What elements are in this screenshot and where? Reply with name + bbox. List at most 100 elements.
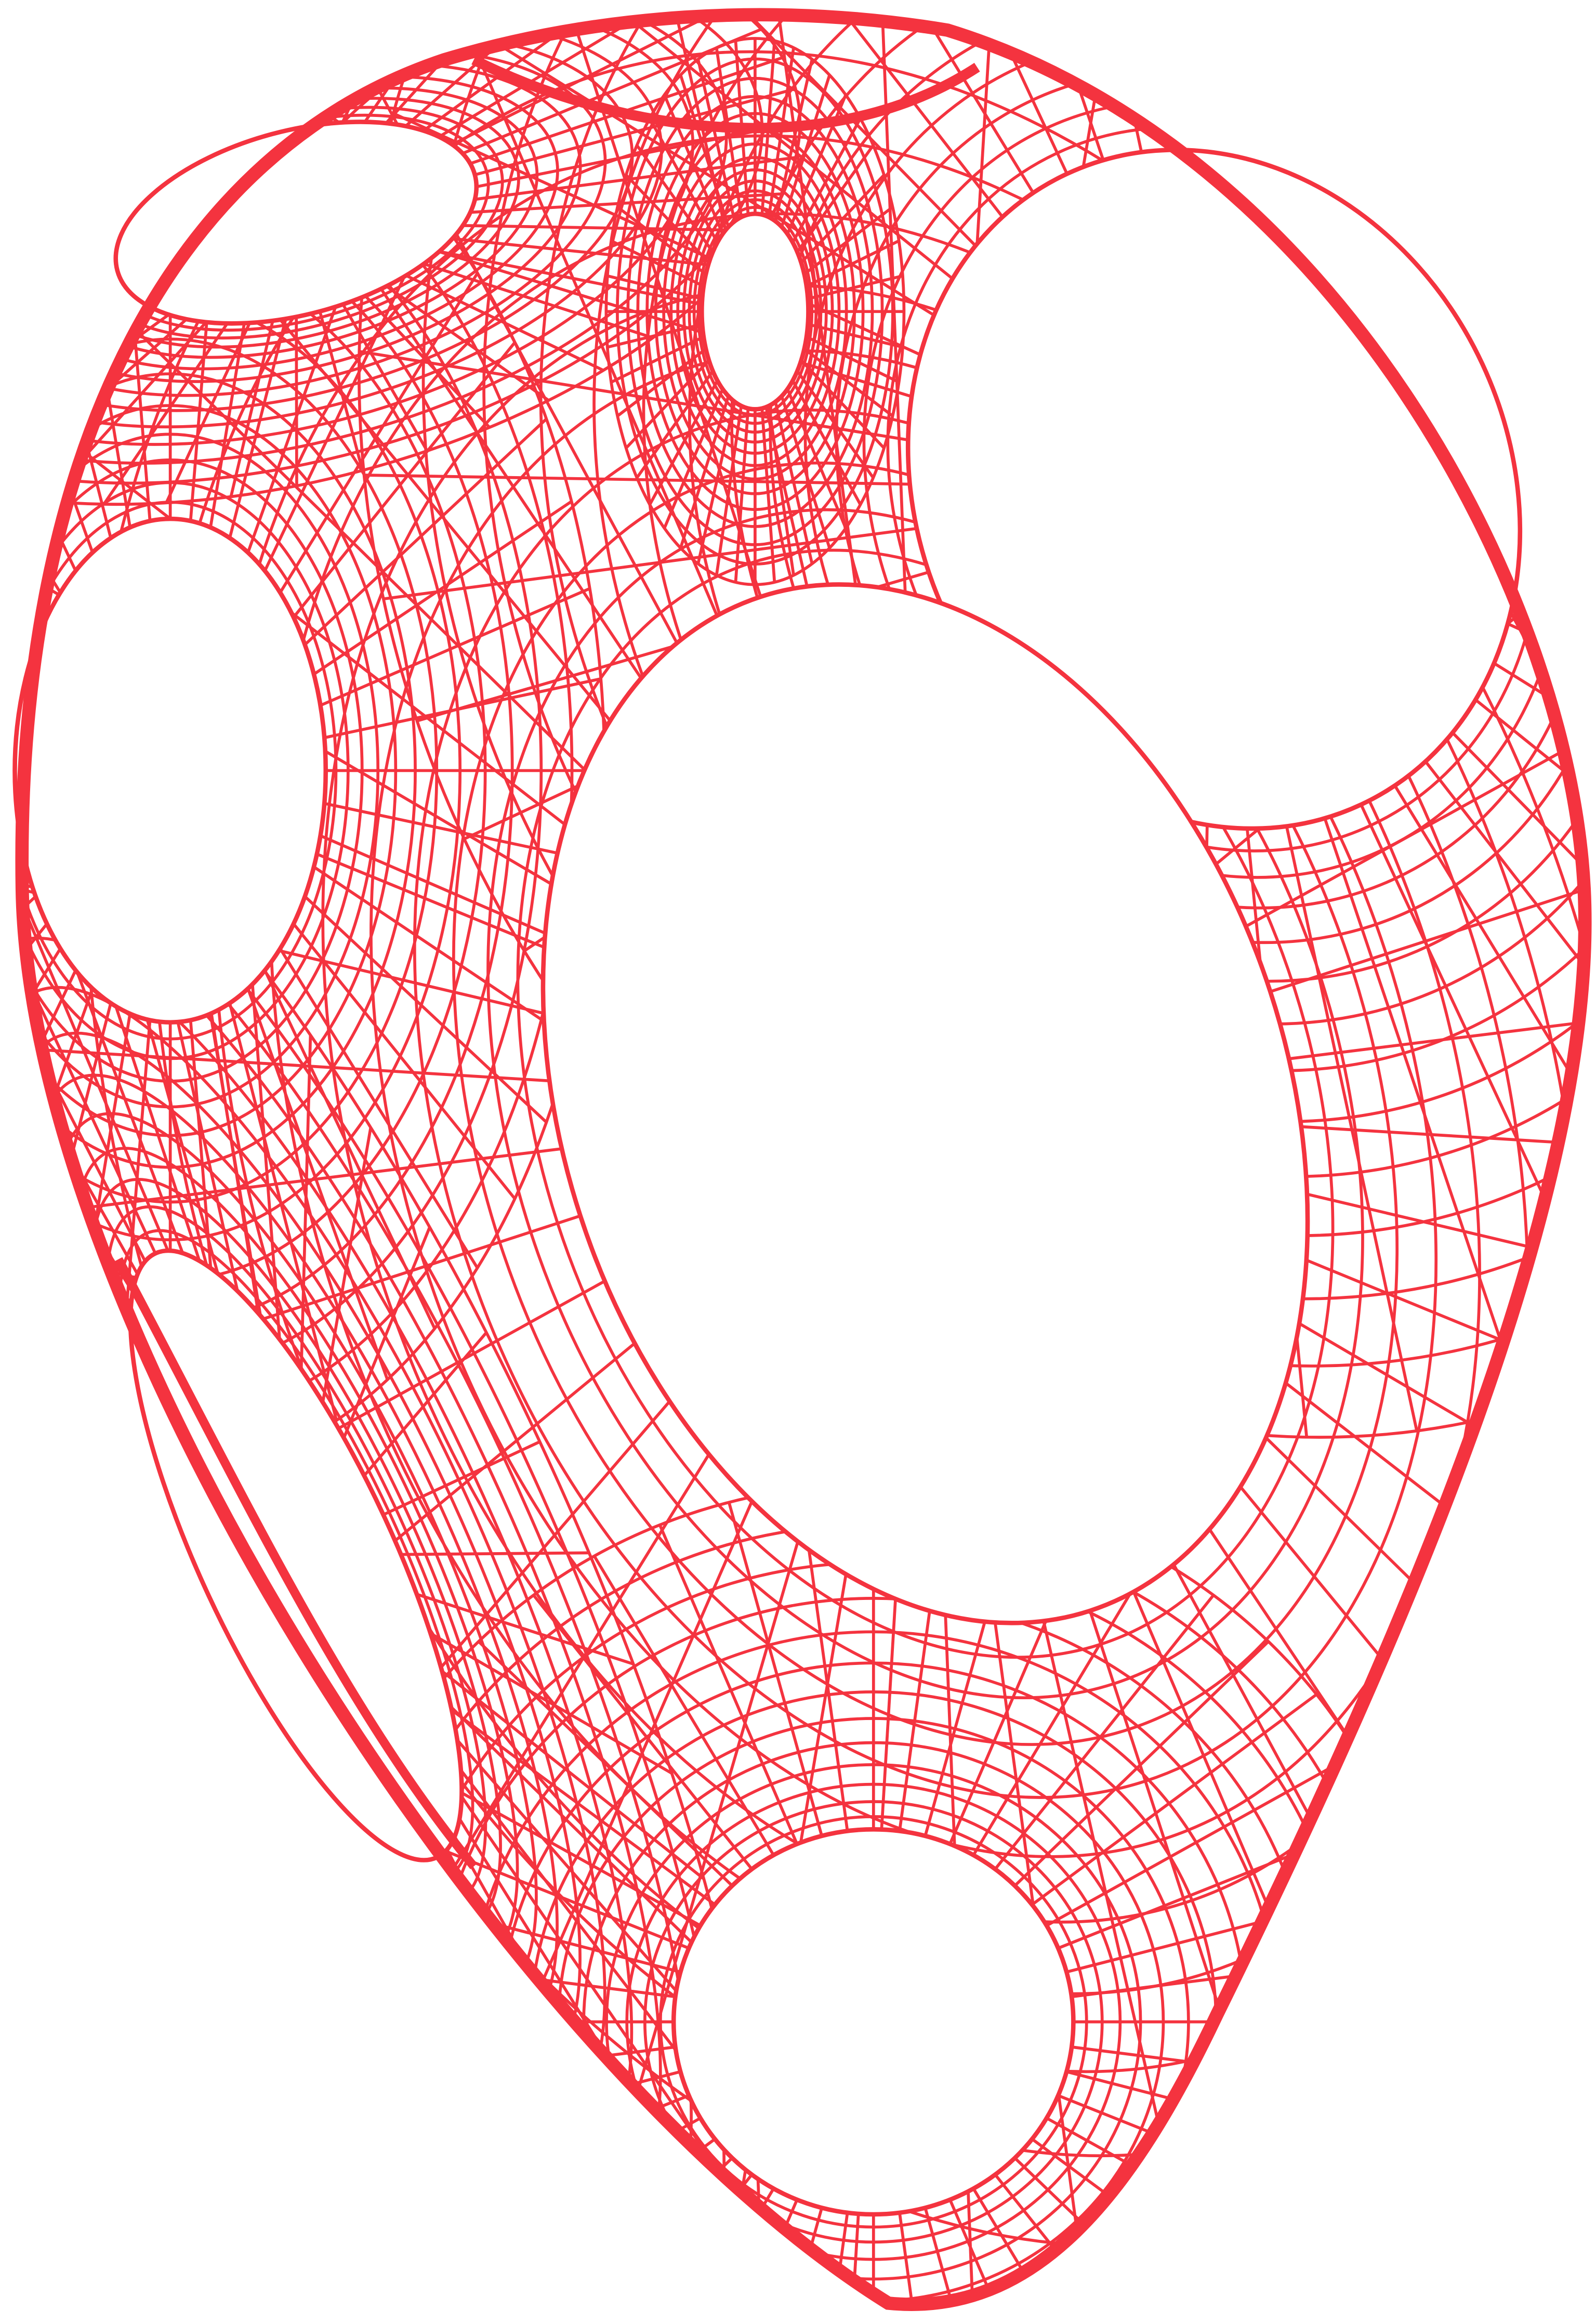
- spoke-line: [292, 923, 516, 1200]
- spoke-line: [22, 341, 48, 619]
- spoke-line: [786, 388, 847, 529]
- spoke-line: [1265, 1436, 1585, 2038]
- spoke-line: [625, 174, 710, 264]
- spoke-line: [342, 1226, 431, 1439]
- spoke-line: [1208, 1528, 1585, 2294]
- spoke-line: [324, 677, 601, 739]
- spoke-line: [389, 2117, 702, 2292]
- spoke-line: [994, 1594, 1215, 1870]
- spoke-line: [0, 588, 20, 705]
- spoke-line: [663, 388, 724, 529]
- spoke-line: [22, 73, 187, 172]
- spoke-line: [299, 1035, 312, 1370]
- spoke-line: [22, 257, 116, 325]
- spoke-line: [1066, 2070, 1414, 2163]
- spoke-line: [341, 304, 429, 452]
- spoke-line: [101, 17, 228, 151]
- spoke-line: [320, 587, 591, 707]
- spoke-line: [1482, 138, 1585, 365]
- spoke-line: [1031, 1693, 1317, 1906]
- spoke-line: [102, 322, 229, 505]
- spoke-line: [441, 1670, 705, 1880]
- spoke-line: [22, 500, 28, 676]
- spoke-line: [313, 500, 573, 676]
- spoke-line: [22, 703, 169, 1252]
- spoke-line: [279, 948, 479, 1269]
- spoke-line: [715, 405, 743, 576]
- spoke-line: [801, 15, 1069, 175]
- spoke-line: [593, 1555, 775, 1856]
- spoke-line: [22, 769, 139, 1275]
- spoke-line: [391, 1849, 568, 2305]
- spoke-line: [22, 244, 118, 290]
- spoke-line: [429, 2137, 716, 2305]
- spoke-line: [392, 112, 921, 356]
- spoke-line: [898, 2212, 948, 2305]
- spoke-line: [610, 239, 705, 288]
- spoke-line: [478, 2157, 733, 2305]
- spoke-line: [22, 1230, 151, 1441]
- spoke-line: [104, 1634, 229, 1779]
- spoke-line: [622, 15, 1004, 218]
- hole: [700, 211, 811, 412]
- spoke-line: [474, 87, 796, 176]
- hole: [12, 516, 328, 1025]
- spoke-line: [1393, 784, 1585, 1318]
- spoke-line: [760, 408, 776, 583]
- spoke-line: [22, 417, 37, 646]
- spoke-line: [164, 15, 251, 142]
- spoke-line: [464, 15, 762, 597]
- spoke-line: [1451, 731, 1585, 1171]
- spoke-line: [1424, 760, 1585, 1251]
- spoke-line: [294, 15, 298, 129]
- spoke-line: [292, 341, 516, 619]
- spoke-line: [436, 1856, 691, 2305]
- spoke-line: [22, 733, 147, 1262]
- spoke-line: [616, 205, 707, 275]
- spoke-line: [321, 1127, 373, 1403]
- spoke-line: [546, 15, 977, 247]
- spoke-line: [1305, 1258, 1585, 1542]
- spoke-line: [610, 335, 705, 384]
- spoke-line: [43, 44, 207, 161]
- spoke-line: [648, 117, 719, 243]
- spoke-line: [452, 237, 733, 269]
- spoke-line: [1288, 976, 1585, 1060]
- spoke-line: [22, 710, 184, 1254]
- spoke-line: [1245, 607, 1585, 928]
- spoke-line: [229, 320, 274, 497]
- spoke-line: [867, 15, 907, 593]
- spoke-line: [438, 15, 696, 138]
- spoke-line: [1474, 698, 1585, 1079]
- spoke-line: [1301, 1125, 1585, 1170]
- spoke-line: [478, 1640, 733, 1887]
- spoke-line: [373, 1836, 517, 2305]
- spoke-line: [1434, 15, 1585, 288]
- spoke-line: [972, 2187, 1154, 2305]
- spoke-line: [1460, 26, 1585, 325]
- spoke-line: [401, 1551, 589, 1556]
- spoke-line: [532, 1594, 753, 1870]
- spoke-line: [1285, 1382, 1585, 1885]
- spoke-line: [1499, 256, 1585, 408]
- spoke-line: [696, 59, 736, 222]
- spoke-line: [429, 1693, 716, 1906]
- spoke-line: [357, 2094, 690, 2229]
- spoke-line: [228, 15, 274, 135]
- spoke-line: [304, 417, 548, 646]
- spoke-line: [22, 1555, 192, 1560]
- spoke-line: [423, 15, 653, 132]
- spoke-line: [1298, 1322, 1585, 1719]
- spoke-line: [248, 951, 281, 1340]
- spoke-line: [22, 231, 122, 253]
- spoke-line: [0, 804, 16, 862]
- spoke-line: [474, 156, 796, 201]
- spoke-line: [1042, 1620, 1258, 2305]
- spoke-line: [22, 969, 77, 1330]
- spoke-line: [22, 1147, 562, 1231]
- spoke-line: [803, 347, 894, 417]
- spoke-line: [279, 272, 479, 594]
- spoke-line: [636, 144, 714, 253]
- spoke-line: [22, 120, 112, 539]
